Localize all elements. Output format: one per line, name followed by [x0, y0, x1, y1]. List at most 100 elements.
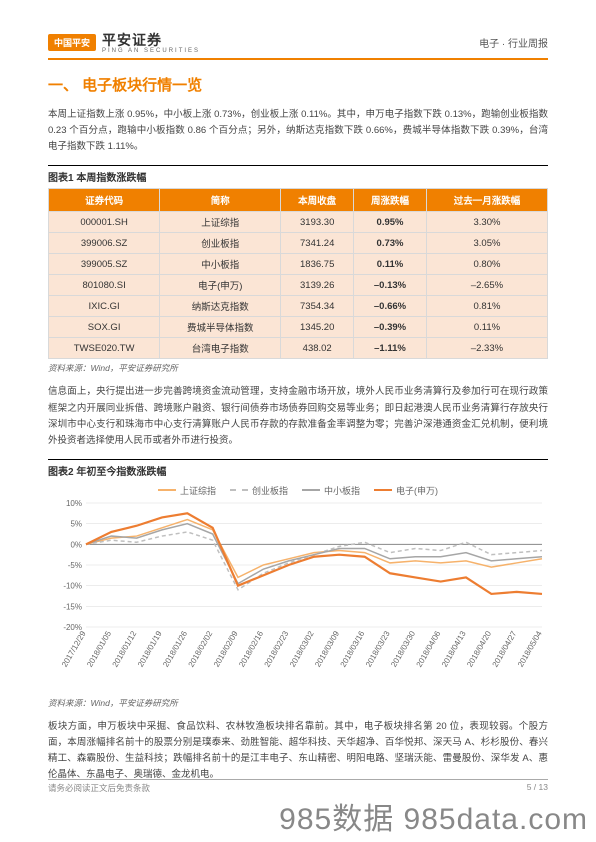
table-cell: 3.30% — [426, 212, 547, 233]
svg-text:2018/01/05: 2018/01/05 — [85, 629, 113, 669]
paragraph-2: 信息面上，央行提出进一步完善跨境资金流动管理，支持金融市场开放，境外人民币业务清… — [48, 384, 548, 449]
table-row: TWSE020.TW台湾电子指数438.02–1.11%–2.33% — [49, 338, 548, 359]
table-cell: 000001.SH — [49, 212, 160, 233]
table-row: 000001.SH上证综指3193.300.95%3.30% — [49, 212, 548, 233]
table-cell: 438.02 — [281, 338, 354, 359]
legend-line — [230, 489, 248, 491]
legend-label: 中小板指 — [324, 484, 360, 497]
svg-text:2018/03/09: 2018/03/09 — [313, 629, 341, 669]
table-cell: 0.81% — [426, 296, 547, 317]
table-cell: 7341.24 — [281, 233, 354, 254]
svg-text:2018/01/19: 2018/01/19 — [136, 629, 164, 669]
table-cell: 创业板指 — [160, 233, 281, 254]
table-header: 本周收盘 — [281, 189, 354, 212]
table-row: 801080.SI电子(申万)3139.26–0.13%–2.65% — [49, 275, 548, 296]
legend-line — [374, 489, 392, 491]
svg-text:2018/04/27: 2018/04/27 — [491, 629, 519, 669]
table-cell: 399005.SZ — [49, 254, 160, 275]
svg-text:2018/03/16: 2018/03/16 — [339, 629, 367, 669]
table-cell: –0.13% — [354, 275, 427, 296]
page-header: 中国平安 平安证券 PING AN SECURITIES 电子 · 行业周报 — [48, 30, 548, 60]
table-cell: –1.11% — [354, 338, 427, 359]
table-cell: –2.33% — [426, 338, 547, 359]
footer-disclaimer: 请务必阅读正文后免责条款 — [48, 782, 150, 794]
table-cell: 399006.SZ — [49, 233, 160, 254]
table-cell: 费城半导体指数 — [160, 317, 281, 338]
svg-text:2018/02/02: 2018/02/02 — [187, 629, 215, 669]
chart-legend: 上证综指 创业板指 中小板指 电子(申万) — [48, 484, 548, 497]
svg-text:0%: 0% — [70, 540, 82, 549]
table1-caption: 图表1 本周指数涨跌幅 — [48, 165, 548, 184]
footer-page-number: 5 / 13 — [527, 782, 548, 794]
table-cell: 7354.34 — [281, 296, 354, 317]
ytd-chart: 上证综指创业板指中小板指电子(申万) -20%-15%-10%-5%0%5%10… — [48, 484, 548, 694]
header-category: 电子 · 行业周报 — [479, 35, 548, 50]
table-cell: 上证综指 — [160, 212, 281, 233]
table-row: SOX.GI费城半导体指数1345.20–0.39%0.11% — [49, 317, 548, 338]
legend-line — [302, 489, 320, 491]
table-row: 399005.SZ中小板指1836.750.11%0.80% — [49, 254, 548, 275]
table-cell: 1345.20 — [281, 317, 354, 338]
table-row: IXIC.GI纳斯达克指数7354.34–0.66%0.81% — [49, 296, 548, 317]
table-cell: 3193.30 — [281, 212, 354, 233]
svg-text:2018/02/09: 2018/02/09 — [212, 629, 240, 669]
table-cell: 3139.26 — [281, 275, 354, 296]
chart-svg: -20%-15%-10%-5%0%5%10%2017/12/292018/01/… — [48, 497, 548, 687]
table-cell: 0.80% — [426, 254, 547, 275]
legend-line — [158, 489, 176, 491]
svg-text:2018/03/02: 2018/03/02 — [288, 629, 316, 669]
legend-label: 上证综指 — [180, 484, 216, 497]
table-cell: 1836.75 — [281, 254, 354, 275]
table-cell: 电子(申万) — [160, 275, 281, 296]
svg-text:5%: 5% — [70, 520, 82, 529]
logo-text-wrap: 平安证券 PING AN SECURITIES — [102, 30, 200, 54]
table-cell: 0.11% — [426, 317, 547, 338]
table-header: 周涨跌幅 — [354, 189, 427, 212]
table-cell: TWSE020.TW — [49, 338, 160, 359]
legend-item: 电子(申万) — [374, 484, 438, 497]
page-footer: 请务必阅读正文后免责条款 5 / 13 — [48, 779, 548, 794]
svg-text:2018/01/12: 2018/01/12 — [111, 629, 139, 669]
table-cell: 801080.SI — [49, 275, 160, 296]
table-cell: 3.05% — [426, 233, 547, 254]
svg-text:-10%: -10% — [63, 582, 82, 591]
svg-text:2017/12/29: 2017/12/29 — [60, 629, 88, 669]
chart-source: 资料来源：Wind，平安证券研究所 — [48, 697, 548, 709]
watermark: 985数据 985data.com — [279, 794, 588, 838]
section-title: 一、 电子板块行情一览 — [48, 74, 548, 95]
svg-text:2018/04/13: 2018/04/13 — [440, 629, 468, 669]
svg-text:2018/03/30: 2018/03/30 — [389, 629, 417, 669]
table-cell: –2.65% — [426, 275, 547, 296]
legend-item: 中小板指 — [302, 484, 360, 497]
svg-text:2018/05/04: 2018/05/04 — [516, 629, 544, 669]
table-cell: SOX.GI — [49, 317, 160, 338]
table-header: 过去一月涨跌幅 — [426, 189, 547, 212]
table-cell: IXIC.GI — [49, 296, 160, 317]
table-cell: 台湾电子指数 — [160, 338, 281, 359]
table-header: 简称 — [160, 189, 281, 212]
table1-source: 资料来源：Wind，平安证券研究所 — [48, 362, 548, 374]
table-cell: 0.95% — [354, 212, 427, 233]
table-cell: –0.39% — [354, 317, 427, 338]
index-table: 证券代码简称本周收盘周涨跌幅过去一月涨跌幅000001.SH上证综指3193.3… — [48, 188, 548, 359]
legend-label: 创业板指 — [252, 484, 288, 497]
svg-text:2018/01/26: 2018/01/26 — [161, 629, 189, 669]
svg-text:2018/04/20: 2018/04/20 — [465, 629, 493, 669]
svg-text:2018/04/06: 2018/04/06 — [415, 629, 443, 669]
table-row: 399006.SZ创业板指7341.240.73%3.05% — [49, 233, 548, 254]
legend-item: 上证综指 — [158, 484, 216, 497]
table-cell: 纳斯达克指数 — [160, 296, 281, 317]
chart-caption: 图表2 年初至今指数涨跌幅 — [48, 459, 548, 478]
paragraph-3: 板块方面，申万板块中采掘、食品饮料、农林牧渔板块排名靠前。其中，电子板块排名第 … — [48, 719, 548, 784]
paragraph-1: 本周上证指数上涨 0.95%，中小板上涨 0.73%，创业板上涨 0.11%。其… — [48, 107, 548, 155]
table-header: 证券代码 — [49, 189, 160, 212]
svg-text:2018/02/16: 2018/02/16 — [237, 629, 265, 669]
logo-badge: 中国平安 — [48, 34, 96, 51]
svg-text:10%: 10% — [66, 499, 82, 508]
svg-text:2018/02/23: 2018/02/23 — [263, 629, 291, 669]
svg-text:2018/03/23: 2018/03/23 — [364, 629, 392, 669]
logo-en: PING AN SECURITIES — [102, 48, 200, 54]
table-cell: –0.66% — [354, 296, 427, 317]
svg-text:-15%: -15% — [63, 602, 82, 611]
table-cell: 中小板指 — [160, 254, 281, 275]
